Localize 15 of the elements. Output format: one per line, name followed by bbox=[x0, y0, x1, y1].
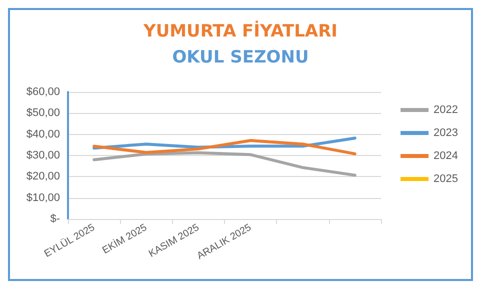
y-tick-label: $20,00 bbox=[26, 170, 60, 183]
chart-title: YUMURTA FİYATLARI bbox=[142, 20, 338, 42]
y-tick-label: $10,00 bbox=[26, 192, 60, 204]
y-tick-label: $30,00 bbox=[26, 150, 60, 162]
y-tick-label: $60,00 bbox=[26, 86, 60, 98]
legend-label: 2023 bbox=[434, 127, 458, 139]
line-series bbox=[92, 151, 356, 177]
legend-label: 2022 bbox=[434, 104, 458, 116]
y-tick-label: $- bbox=[50, 213, 60, 225]
legend-label: 2024 bbox=[434, 150, 458, 162]
y-tick-label: $40,00 bbox=[26, 128, 60, 140]
legend-label: 2025 bbox=[434, 173, 458, 185]
chart-subtitle: OKUL SEZONU bbox=[172, 48, 309, 68]
y-tick-label: $50,00 bbox=[26, 107, 60, 120]
line-series bbox=[92, 138, 356, 156]
